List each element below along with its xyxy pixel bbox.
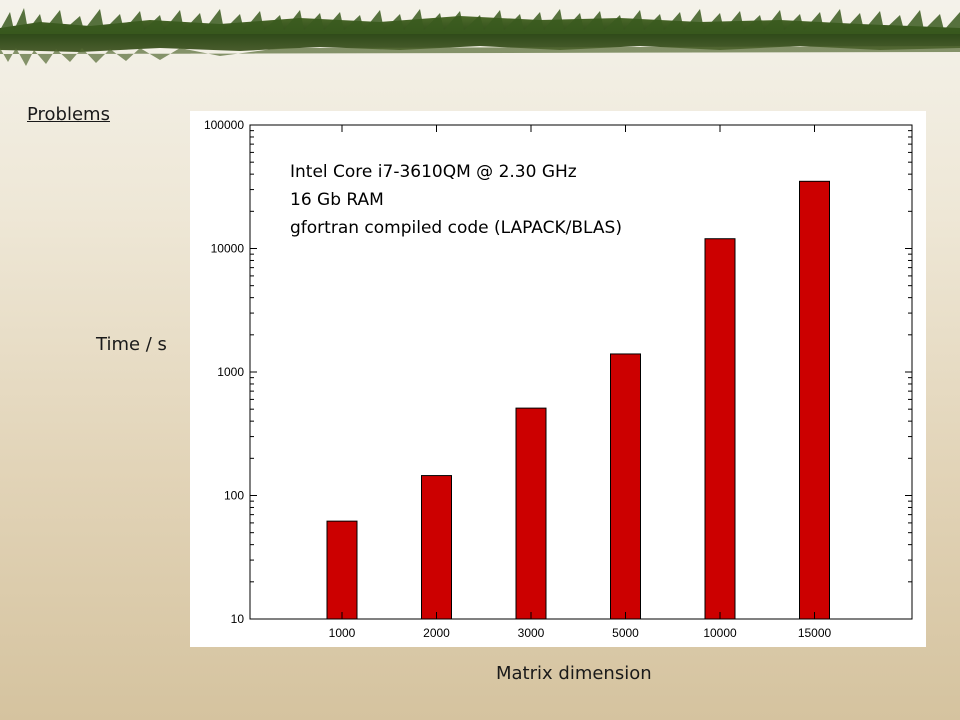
bar	[421, 475, 452, 620]
chart-annotation-line: 16 Gb RAM	[290, 190, 384, 210]
x-tick-label: 15000	[798, 626, 832, 640]
y-tick-label: 100	[224, 489, 244, 503]
y-tick-label: 10	[231, 612, 245, 626]
bar	[799, 180, 830, 620]
x-axis-label: Matrix dimension	[496, 663, 652, 684]
bar	[515, 407, 547, 620]
x-tick-label: 1000	[329, 626, 356, 640]
x-tick-label: 5000	[612, 626, 639, 640]
slide-heading: Problems	[27, 104, 110, 125]
x-tick-label: 10000	[703, 626, 737, 640]
bar-chart: 10 100 1000 10000 100000 1000 2000 3000 5000 1000…	[204, 118, 913, 640]
bar	[610, 353, 641, 620]
bar	[326, 520, 358, 620]
y-axis-label: Time / s	[96, 334, 167, 355]
x-tick-label: 2000	[423, 626, 450, 640]
y-tick-label: 10000	[211, 242, 245, 256]
chart-annotation-line: gfortran compiled code (LAPACK/BLAS)	[290, 218, 622, 238]
chart-annotation-line: Intel Core i7-3610QM @ 2.30 GHz	[290, 162, 577, 182]
chart-panel: 10 100 1000 10000 100000 1000 2000 3000 5000 1000…	[190, 111, 926, 647]
x-tick-label: 3000	[518, 626, 545, 640]
top-grass-banner	[0, 8, 960, 66]
bar	[704, 238, 736, 620]
y-tick-label: 1000	[217, 365, 244, 379]
y-tick-label: 100000	[204, 118, 244, 132]
